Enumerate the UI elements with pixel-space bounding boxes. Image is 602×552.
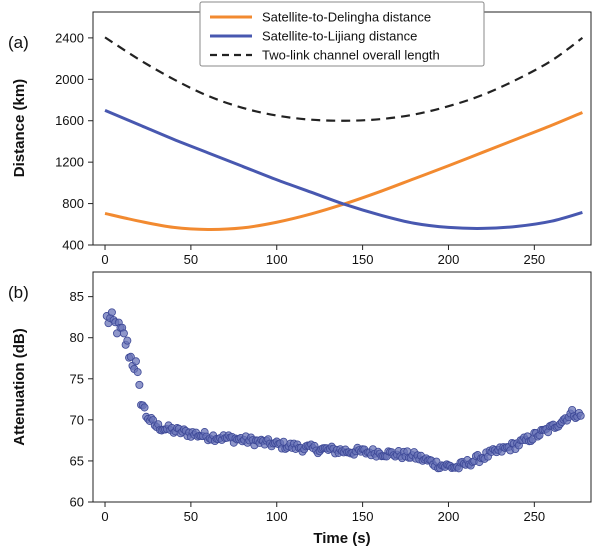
panel-a-x-ticks: 0 50 100 150 200 250	[101, 245, 545, 267]
scatter-point	[135, 380, 144, 389]
panel-a-series	[104, 36, 584, 231]
panel-b-y-axis-title: Attenuation (dB)	[11, 328, 28, 445]
y-tick-label: 1600	[55, 113, 84, 128]
y-tick-label: 2400	[55, 30, 84, 45]
scatter-point	[126, 352, 135, 361]
panel-b-label: (b)	[8, 283, 29, 302]
x-tick-label: 50	[184, 509, 198, 524]
x-tick-label: 200	[438, 252, 460, 267]
x-tick-label: 200	[438, 509, 460, 524]
scatter-point	[133, 368, 142, 377]
scatter-point	[119, 329, 128, 338]
panel-b-x-axis-title: Time (s)	[313, 530, 370, 547]
x-tick-label: 100	[266, 252, 288, 267]
legend: Satellite-to-Delingha distance Satellite-…	[199, 1, 485, 67]
panel-b-y-ticks: 60 65 70 75 80 85	[70, 289, 93, 510]
panel-b-frame	[92, 271, 592, 503]
scatter-point	[123, 336, 132, 345]
y-tick-label: 60	[70, 495, 84, 510]
y-tick-label: 70	[70, 412, 84, 427]
scatter-point	[576, 411, 585, 420]
y-tick-label: 75	[70, 371, 84, 386]
x-tick-label: 250	[523, 509, 545, 524]
y-tick-label: 1200	[55, 155, 84, 170]
series-line-3	[104, 36, 584, 122]
y-tick-label: 2000	[55, 72, 84, 87]
panel-a: (a) 0 50 100 150 200 250 400 800 1200 1600 2000 24…	[8, 1, 592, 267]
panel-b-scatter-points	[102, 308, 585, 473]
series-line-1	[104, 111, 583, 231]
y-tick-label: 85	[70, 289, 84, 304]
x-tick-label: 150	[352, 509, 374, 524]
panel-a-y-ticks: 400 800 1200 1600 2000 2400	[55, 30, 93, 253]
legend-entry-3: Two-link channel overall length	[262, 48, 440, 63]
legend-entry-1: Satellite-to-Delingha distance	[262, 10, 431, 25]
x-tick-label: 50	[184, 252, 198, 267]
panel-a-label: (a)	[8, 33, 29, 52]
x-tick-label: 100	[266, 509, 288, 524]
x-tick-label: 150	[352, 252, 374, 267]
panel-b-x-ticks: 0 50 100 150 200 250	[101, 502, 545, 524]
scatter-point	[140, 403, 149, 412]
scatter-point	[107, 308, 116, 317]
scatter-point	[131, 357, 140, 366]
y-tick-label: 800	[62, 196, 84, 211]
legend-box	[199, 1, 485, 67]
y-tick-label: 65	[70, 453, 84, 468]
legend-entry-2: Satellite-to-Lijiang distance	[262, 29, 417, 44]
panel-a-y-axis-title: Distance (km)	[11, 79, 28, 177]
y-tick-label: 400	[62, 238, 84, 253]
series-line-2	[104, 108, 583, 230]
x-tick-label: 0	[101, 252, 108, 267]
x-tick-label: 250	[523, 252, 545, 267]
y-tick-label: 80	[70, 330, 84, 345]
x-tick-label: 0	[101, 509, 108, 524]
panel-b: (b) 0 50 100 150 200 250 60 65 70 75 80 85 Attenua…	[8, 271, 592, 547]
